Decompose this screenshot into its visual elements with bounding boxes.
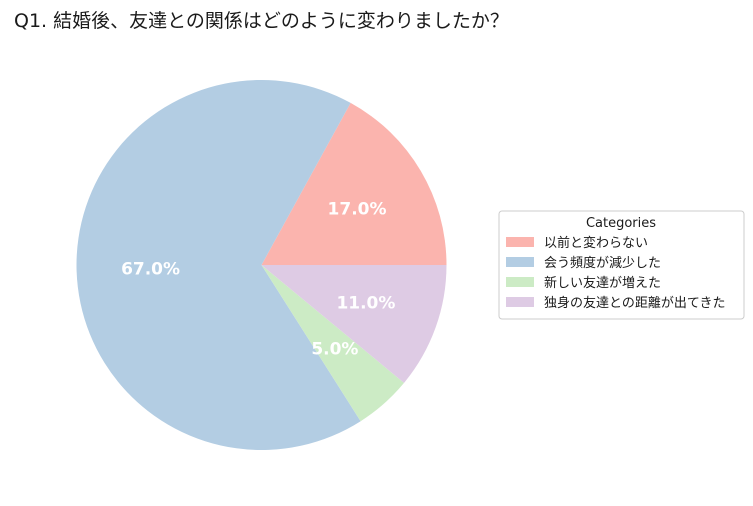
legend-label-2: 新しい友達が増えた xyxy=(544,275,661,291)
pie-slices xyxy=(76,80,447,451)
pie-label-3: 11.0% xyxy=(336,294,395,314)
legend-title: Categories xyxy=(586,216,656,231)
legend-swatch-1 xyxy=(506,257,534,267)
pie-slice-1 xyxy=(76,80,361,451)
chart-title: Q1. 結婚後、友達との関係はどのように変わりましたか？ xyxy=(14,10,509,32)
legend-box xyxy=(498,210,745,320)
pie-labels: 17.0% 67.0% 5.0% 11.0% xyxy=(121,199,395,359)
legend-label-3: 独身の友達との距離が出てきた xyxy=(544,295,725,311)
pie-label-0: 17.0% xyxy=(328,199,387,219)
legend-label-0: 以前と変わらない xyxy=(544,235,648,251)
pie-slice-2 xyxy=(261,265,405,422)
legend: Categories 以前と変わらない会う頻度が減少した新しい友達が増えた独身の… xyxy=(498,210,745,320)
pie-label-1: 67.0% xyxy=(121,259,180,279)
legend-swatch-3 xyxy=(506,297,534,307)
legend-label-1: 会う頻度が減少した xyxy=(544,255,661,271)
legend-swatch-0 xyxy=(506,237,534,247)
pie-slice-3 xyxy=(261,265,447,383)
pie-slice-0 xyxy=(261,102,447,265)
pie-label-2: 5.0% xyxy=(311,339,358,359)
legend-swatch-2 xyxy=(506,277,534,287)
